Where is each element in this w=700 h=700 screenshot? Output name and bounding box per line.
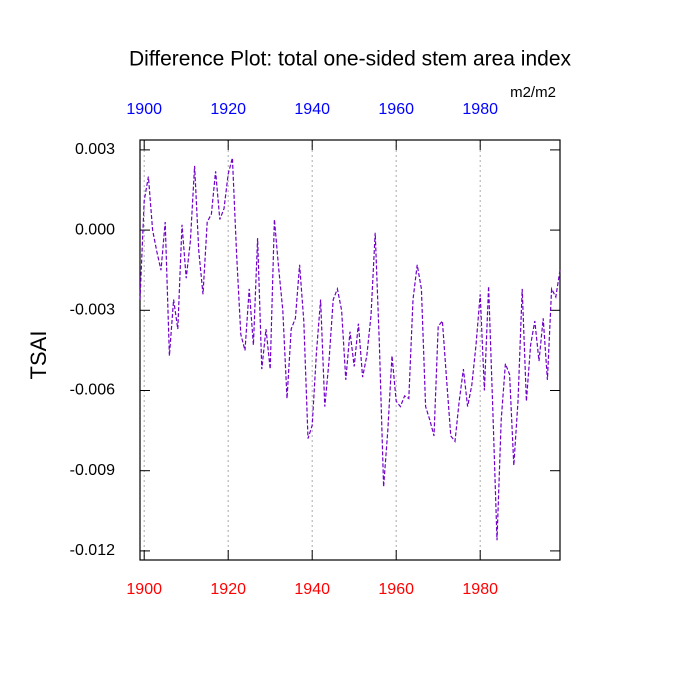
y-tick-label: -0.003	[70, 302, 115, 319]
x-tick-label-top: 1900	[126, 101, 162, 118]
x-tick-label: 1940	[294, 581, 330, 598]
y-tick-label: 0.000	[75, 221, 115, 238]
x-tick-label-top: 1920	[210, 101, 246, 118]
plot-frame	[139, 139, 561, 561]
data-line	[139, 157, 561, 541]
x-tick-label: 1960	[378, 581, 414, 598]
units: m2/m2	[510, 84, 556, 101]
x-tick-label: 1980	[462, 581, 498, 598]
chart-title: Difference Plot: total one-sided stem ar…	[129, 48, 572, 71]
x-tick-label: 1900	[126, 581, 162, 598]
x-tick-label-top: 1940	[294, 101, 330, 118]
y-tick-label: 0.003	[75, 141, 115, 158]
y-tick-label: -0.009	[70, 462, 115, 479]
y-tick-label: -0.012	[70, 542, 115, 559]
y-tick-label: -0.006	[70, 382, 115, 399]
x-tick-label-top: 1960	[378, 101, 414, 118]
y-axis-label: TSAI	[26, 331, 51, 380]
x-tick-label-top: 1980	[462, 101, 498, 118]
x-tick-label: 1920	[210, 581, 246, 598]
